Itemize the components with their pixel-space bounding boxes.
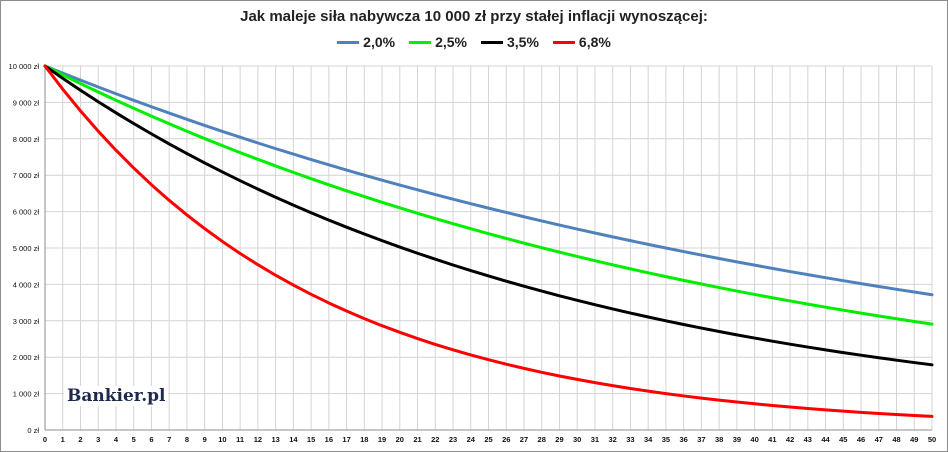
y-tick-label: 6 000 zł [13,208,40,217]
series-line [43,64,934,297]
x-tick-label: 39 [733,435,741,444]
y-tick-label: 4 000 zł [13,280,40,289]
x-tick-label: 49 [910,435,918,444]
legend-item: 2,5% [409,34,467,50]
y-tick-label: 3 000 zł [13,317,40,326]
x-tick-label: 14 [289,435,298,444]
legend-swatch [337,40,360,44]
legend: 2,0% 2,5% 3,5% 6,8% [0,34,948,50]
x-tick-label: 38 [715,435,723,444]
x-tick-label: 35 [662,435,670,444]
legend-item: 6,8% [552,34,611,50]
x-tick-label: 29 [555,435,563,444]
bankier-logo: Bankier.pl [64,386,169,406]
x-tick-label: 2 [78,435,82,444]
x-tick-label: 28 [538,435,546,444]
x-tick-label: 44 [821,435,830,444]
x-tick-label: 27 [520,435,528,444]
y-tick-label: 5 000 zł [13,244,40,253]
legend-swatch [481,40,503,44]
y-tick-label: 0 zł [27,426,39,435]
x-tick-label: 13 [271,435,279,444]
x-tick-label: 41 [768,435,776,444]
x-tick-label: 17 [342,435,350,444]
series-line [43,64,934,418]
x-tick-label: 6 [149,435,153,444]
x-tick-label: 31 [591,435,599,444]
x-tick-label: 21 [413,435,421,444]
x-tick-label: 33 [626,435,634,444]
legend-item: 3,5% [481,34,539,50]
gridlines [44,65,933,431]
legend-swatch [409,40,432,44]
chart-title: Jak maleje siła nabywcza 10 000 zł przy … [240,8,708,25]
series-lines [43,64,934,418]
x-tick-label: 0 [43,435,47,444]
y-tick-label: 2 000 zł [13,353,40,362]
y-tick-label: 8 000 zł [13,135,40,144]
legend-label: 6,8% [578,34,611,50]
x-tick-label: 11 [236,435,244,444]
x-tick-label: 3 [96,435,100,444]
y-tick-label: 10 000 zł [9,62,40,71]
x-tick-label: 50 [928,435,936,444]
x-tick-label: 37 [697,435,705,444]
y-tick-label: 7 000 zł [13,171,40,180]
legend-label: 2,5% [435,34,467,50]
x-tick-label: 23 [449,435,457,444]
x-tick-label: 5 [132,435,136,444]
x-tick-label: 30 [573,435,581,444]
x-tick-label: 20 [396,435,404,444]
legend-item: 2,0% [337,34,395,50]
x-tick-label: 19 [378,435,386,444]
x-tick-label: 32 [609,435,617,444]
legend-label: 2,0% [363,34,396,50]
x-tick-label: 12 [254,435,262,444]
series-line [43,64,934,367]
x-tick-label: 36 [679,435,687,444]
legend-label: 3,5% [507,34,539,50]
x-tick-label: 47 [875,435,883,444]
x-tick-label: 4 [114,435,119,444]
x-tick-label: 45 [839,435,847,444]
legend-swatch [552,40,575,44]
series-line [43,64,934,326]
x-tick-label: 24 [467,435,476,444]
x-tick-label: 9 [203,435,207,444]
x-tick-label: 8 [185,435,189,444]
x-tick-label: 26 [502,435,510,444]
x-tick-label: 7 [167,435,171,444]
x-tick-label: 42 [786,435,794,444]
x-tick-label: 1 [61,435,65,444]
x-tick-label: 43 [804,435,812,444]
x-tick-label: 34 [644,435,653,444]
x-tick-label: 25 [484,435,492,444]
x-tick-label: 48 [892,435,900,444]
x-tick-label: 16 [325,435,333,444]
y-axis-ticks: 0 zł 1 000 zł 2 000 zł 3 000 zł 4 000 zł 5 00… [9,62,40,435]
x-tick-label: 18 [360,435,368,444]
x-tick-label: 22 [431,435,439,444]
x-axis-ticks: 0 1 2 3 4 5 6 7 8 9 10 11 12 13 14 15 16 17 18 19 20 21 22 23 24… [43,435,936,444]
x-tick-label: 15 [307,435,315,444]
y-tick-label: 1 000 zł [13,390,40,399]
x-tick-label: 10 [218,435,226,444]
y-tick-label: 9 000 zł [13,98,40,107]
x-tick-label: 46 [857,435,865,444]
x-tick-label: 40 [750,435,758,444]
